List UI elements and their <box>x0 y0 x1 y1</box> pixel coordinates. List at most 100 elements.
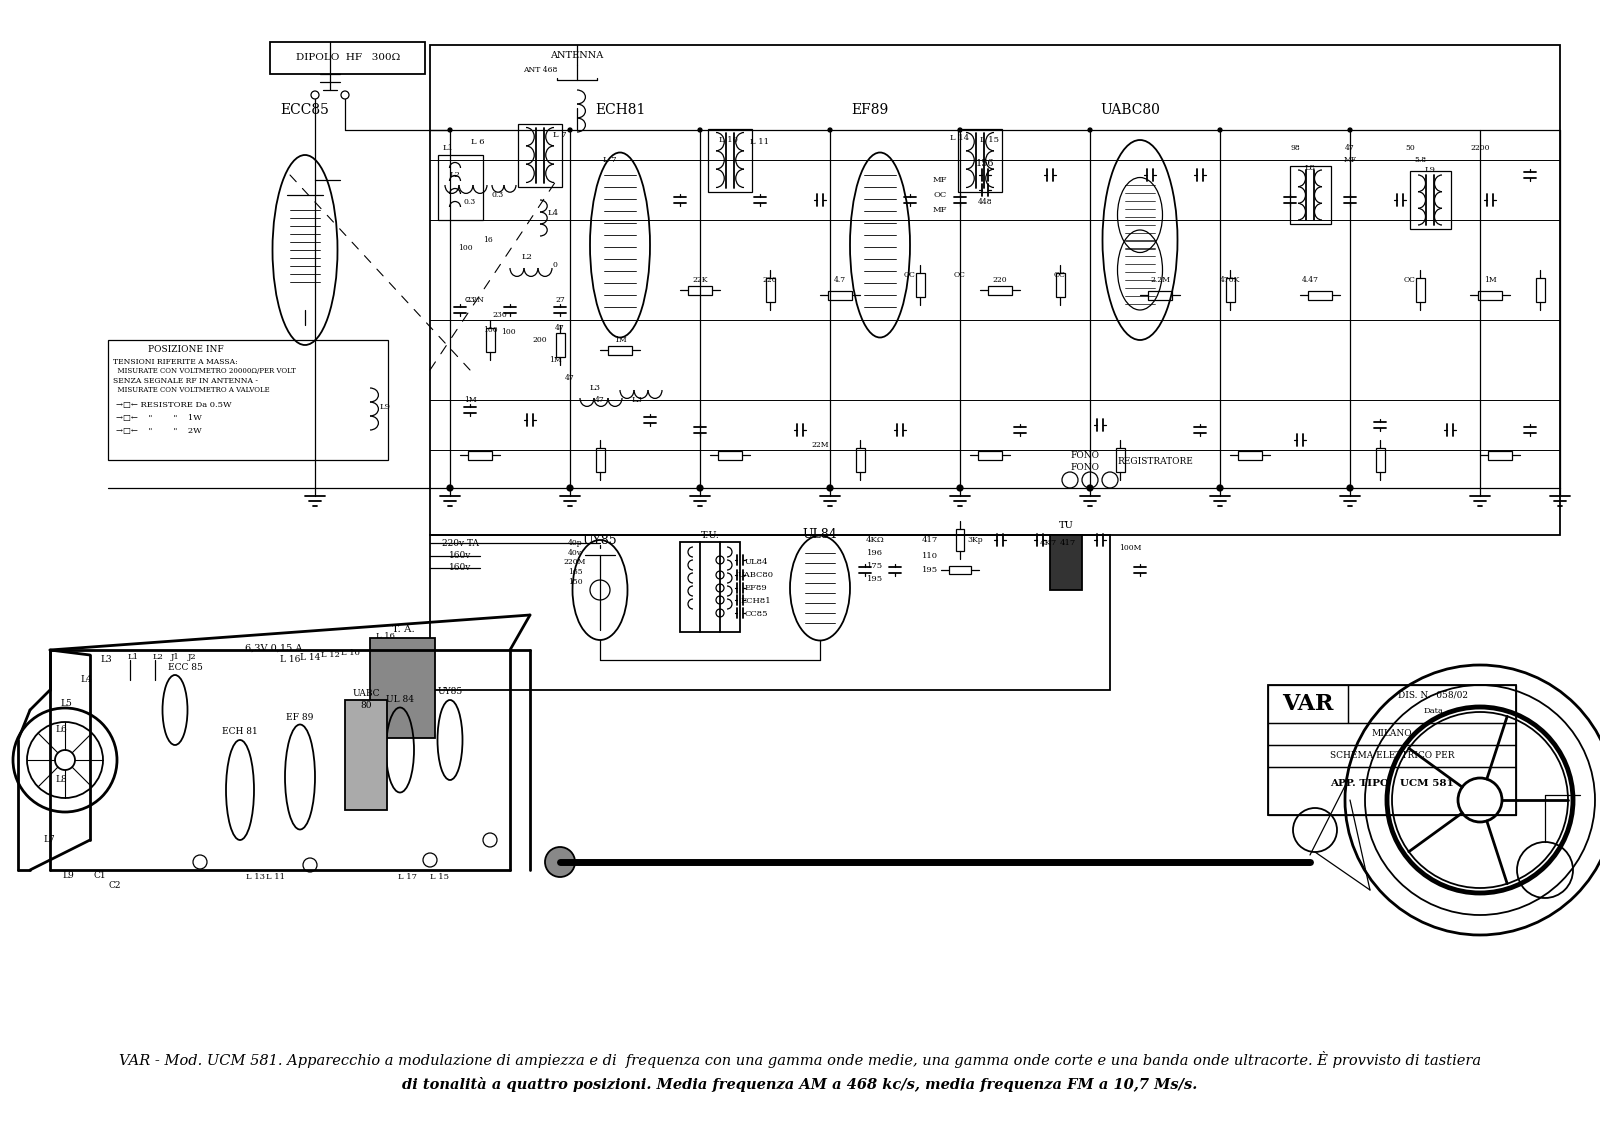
Bar <box>1309 291 1331 300</box>
Text: 40p: 40p <box>568 539 582 547</box>
Circle shape <box>717 596 723 604</box>
Text: L 7: L 7 <box>554 131 566 139</box>
Circle shape <box>448 128 453 132</box>
Text: 220: 220 <box>992 276 1008 284</box>
Text: L 11: L 11 <box>266 873 285 881</box>
Text: UL84: UL84 <box>803 528 837 542</box>
Text: OC: OC <box>1054 271 1066 279</box>
Text: 47: 47 <box>595 396 605 404</box>
Text: ECH 81: ECH 81 <box>222 727 258 736</box>
Circle shape <box>566 485 573 491</box>
Circle shape <box>957 485 963 491</box>
Text: 100M: 100M <box>1118 544 1141 552</box>
Bar <box>688 286 712 295</box>
Circle shape <box>1218 128 1222 132</box>
Text: OC: OC <box>954 271 966 279</box>
Text: L 16: L 16 <box>376 632 395 640</box>
Text: 47: 47 <box>1346 144 1355 152</box>
Text: 160v: 160v <box>450 563 470 572</box>
Text: POSIZIONE INF: POSIZIONE INF <box>147 345 224 354</box>
Circle shape <box>1347 128 1352 132</box>
Bar <box>595 448 605 472</box>
Text: 22M: 22M <box>811 441 829 449</box>
Bar <box>608 346 632 355</box>
Text: DIPOLO  HF   300Ω: DIPOLO HF 300Ω <box>296 53 400 62</box>
Text: C2: C2 <box>109 881 122 889</box>
Text: L2: L2 <box>152 653 163 661</box>
Circle shape <box>698 485 702 491</box>
Text: L5: L5 <box>61 699 72 708</box>
Text: 1M: 1M <box>1483 276 1496 284</box>
Text: 110: 110 <box>922 552 938 560</box>
Text: 2.2M: 2.2M <box>1150 276 1170 284</box>
Text: 47: 47 <box>565 374 574 382</box>
Text: L8: L8 <box>1304 164 1315 172</box>
Text: 40v: 40v <box>568 549 582 556</box>
Bar <box>829 291 851 300</box>
Text: UY85: UY85 <box>437 688 462 697</box>
Text: UY85: UY85 <box>582 534 618 546</box>
Text: L 15: L 15 <box>430 873 450 881</box>
Text: 160v: 160v <box>450 552 470 561</box>
Text: 98: 98 <box>1290 144 1299 152</box>
Bar <box>1050 535 1082 590</box>
Text: 220v TA: 220v TA <box>442 538 478 547</box>
Text: 47: 47 <box>555 323 565 333</box>
Text: L3: L3 <box>589 385 600 392</box>
Circle shape <box>1347 485 1354 491</box>
Text: MF: MF <box>933 176 947 184</box>
Text: ANTENNA: ANTENNA <box>550 51 603 60</box>
Text: →□← RESISTORE Da 0.5W: →□← RESISTORE Da 0.5W <box>115 402 232 409</box>
Text: TU: TU <box>1059 521 1074 530</box>
Circle shape <box>717 584 723 592</box>
Text: 4KΩ: 4KΩ <box>866 536 885 544</box>
Text: VAR: VAR <box>1282 693 1334 715</box>
Bar <box>707 129 752 191</box>
Bar <box>958 129 1002 191</box>
Circle shape <box>717 556 723 564</box>
Text: C1: C1 <box>94 871 106 880</box>
Text: L 10: L 10 <box>718 136 738 144</box>
Text: EF89: EF89 <box>851 103 888 116</box>
Text: L3: L3 <box>632 396 643 404</box>
Text: DIS. N.  058/02: DIS. N. 058/02 <box>1398 691 1469 699</box>
Text: 196: 196 <box>867 549 883 556</box>
Text: REGISTRATORE: REGISTRATORE <box>1117 458 1194 466</box>
Text: OC: OC <box>904 271 915 279</box>
Text: 150: 150 <box>568 578 582 586</box>
Text: 230: 230 <box>493 311 507 319</box>
Text: L6: L6 <box>54 725 67 734</box>
Text: L1: L1 <box>128 653 139 661</box>
Text: ECH81: ECH81 <box>595 103 645 116</box>
Text: 4.47: 4.47 <box>1301 276 1318 284</box>
Text: ECH81: ECH81 <box>741 597 771 605</box>
Text: 0.3: 0.3 <box>464 198 477 206</box>
Text: VAR - Mod. UCM 581. Apparecchio a modulazione di ampiezza e di  frequenza con un: VAR - Mod. UCM 581. Apparecchio a modula… <box>118 1052 1482 1069</box>
Bar <box>978 451 1002 460</box>
Text: 100: 100 <box>501 328 515 336</box>
Bar <box>1290 166 1331 224</box>
Text: 4.7: 4.7 <box>834 276 846 284</box>
Bar <box>1488 451 1512 460</box>
Text: SCHEMA ELETTRICO PER: SCHEMA ELETTRICO PER <box>1330 751 1454 760</box>
Text: CC85: CC85 <box>744 610 768 618</box>
Text: L 15: L 15 <box>981 136 1000 144</box>
Text: L 13: L 13 <box>245 873 264 881</box>
Bar <box>1347 685 1517 723</box>
Bar <box>1536 278 1546 302</box>
Text: EF 89: EF 89 <box>286 713 314 722</box>
Bar <box>1267 685 1517 815</box>
Text: FONO: FONO <box>1070 464 1099 473</box>
Bar <box>766 278 774 302</box>
Text: SENZA SEGNALE RF IN ANTENNA -: SENZA SEGNALE RF IN ANTENNA - <box>114 377 258 385</box>
Bar <box>1267 767 1517 815</box>
Text: MF: MF <box>1344 156 1357 164</box>
Text: L1: L1 <box>443 144 453 152</box>
Text: 22K: 22K <box>693 276 707 284</box>
Text: 417: 417 <box>1059 539 1077 547</box>
Circle shape <box>1218 485 1222 491</box>
Circle shape <box>341 90 349 100</box>
Text: 16: 16 <box>483 236 493 244</box>
Circle shape <box>717 608 723 618</box>
Text: L 7: L 7 <box>603 156 618 164</box>
